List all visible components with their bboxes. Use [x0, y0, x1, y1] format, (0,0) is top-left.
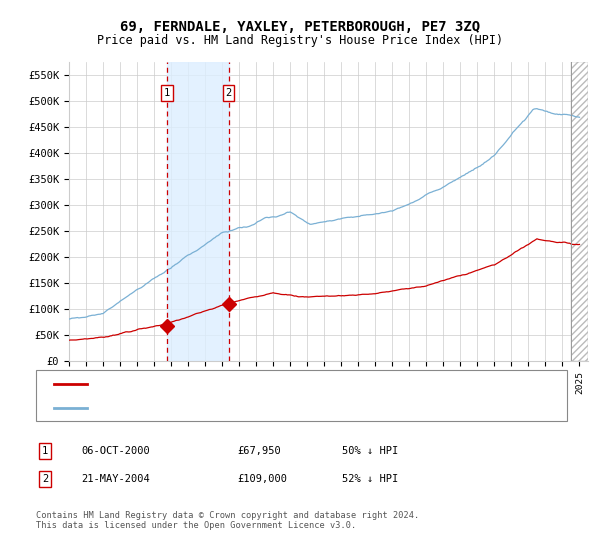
Text: Price paid vs. HM Land Registry's House Price Index (HPI): Price paid vs. HM Land Registry's House …	[97, 34, 503, 46]
Text: 1: 1	[42, 446, 48, 456]
Text: 21-MAY-2004: 21-MAY-2004	[81, 474, 150, 484]
Text: 1: 1	[164, 88, 170, 98]
Text: 69, FERNDALE, YAXLEY, PETERBOROUGH, PE7 3ZQ (detached house): 69, FERNDALE, YAXLEY, PETERBOROUGH, PE7 …	[94, 379, 469, 389]
Text: HPI: Average price, detached house, Huntingdonshire: HPI: Average price, detached house, Hunt…	[94, 403, 413, 413]
Text: 2: 2	[42, 474, 48, 484]
Text: 2: 2	[226, 88, 232, 98]
Text: 06-OCT-2000: 06-OCT-2000	[81, 446, 150, 456]
Text: £67,950: £67,950	[237, 446, 281, 456]
Bar	[167, 62, 229, 361]
Text: 52% ↓ HPI: 52% ↓ HPI	[342, 474, 398, 484]
Text: £109,000: £109,000	[237, 474, 287, 484]
Text: 50% ↓ HPI: 50% ↓ HPI	[342, 446, 398, 456]
Text: Contains HM Land Registry data © Crown copyright and database right 2024.
This d: Contains HM Land Registry data © Crown c…	[36, 511, 419, 530]
Text: 69, FERNDALE, YAXLEY, PETERBOROUGH, PE7 3ZQ: 69, FERNDALE, YAXLEY, PETERBOROUGH, PE7 …	[120, 20, 480, 34]
